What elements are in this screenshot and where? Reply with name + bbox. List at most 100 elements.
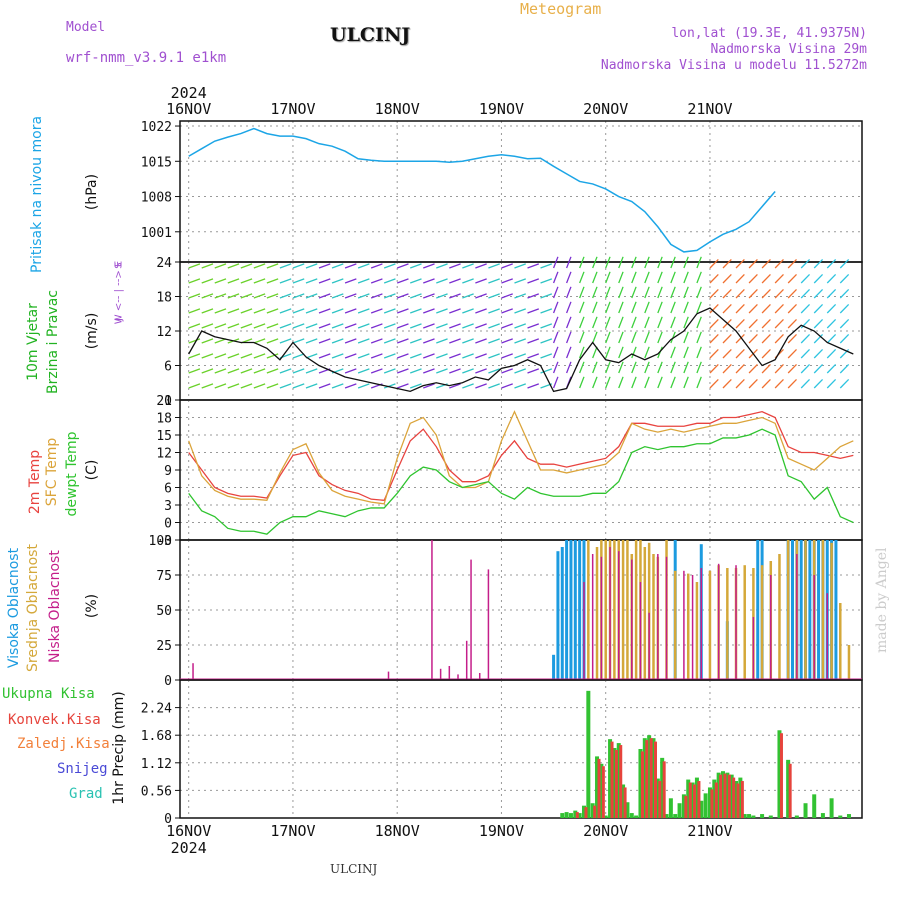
- wind-arrow: [579, 301, 585, 314]
- bottom-day-label: 16NOV: [166, 822, 211, 840]
- wind-arrow: [722, 348, 732, 359]
- precip-bar: [621, 784, 626, 818]
- cloud-bar: [583, 582, 585, 680]
- wind-arrow: [344, 368, 357, 374]
- precip-bar: [677, 803, 682, 818]
- wind-arrow: [800, 273, 811, 284]
- y-tick-label: 75: [156, 569, 172, 584]
- wind-arrow: [735, 333, 745, 344]
- y-tick-label: 6: [164, 360, 172, 375]
- precip-bar: [710, 789, 714, 818]
- wind-arrow: [670, 286, 676, 299]
- precip-bar: [568, 813, 573, 818]
- wind-arrow: [800, 378, 811, 389]
- wind-arrow: [396, 383, 409, 389]
- wind-arrow: [488, 263, 500, 269]
- wind-arrow: [800, 348, 811, 359]
- precip-bar: [734, 781, 739, 818]
- wind-arrow: [696, 331, 702, 344]
- wind-arrow: [696, 256, 702, 269]
- wind-arrow: [800, 333, 811, 344]
- y-tick-label: 1015: [141, 155, 172, 170]
- wind-arrow: [253, 338, 266, 344]
- wind-arrow: [423, 338, 435, 344]
- y-tick-label: 0.56: [141, 784, 172, 799]
- wind-arrow: [240, 368, 253, 374]
- wind-arrow: [592, 361, 598, 374]
- precip-bar: [779, 733, 783, 818]
- y-tick-label: 25: [156, 639, 172, 654]
- precip-bar: [681, 794, 686, 818]
- wind-arrow: [292, 278, 305, 284]
- bottom-day-label: 21NOV: [687, 822, 732, 840]
- wind-arrow: [644, 331, 650, 344]
- wind-arrow: [396, 278, 409, 284]
- wind-arrow: [423, 308, 435, 314]
- cloud-bar: [830, 542, 833, 680]
- wind-arrow: [566, 301, 572, 314]
- wind-arrow: [501, 368, 513, 374]
- wind-label-line2: Brzina i Pravac: [45, 290, 61, 394]
- cloud-bar: [796, 554, 798, 680]
- precip-bar: [653, 741, 657, 818]
- wind-arrow: [488, 293, 500, 299]
- wind-arrow: [488, 323, 500, 329]
- precip-bar: [751, 815, 756, 818]
- wind-arrow: [214, 338, 227, 344]
- cloud-bar: [631, 559, 633, 680]
- precip-bar: [660, 757, 665, 818]
- precip-bar: [651, 738, 656, 818]
- y-tick-label: 18: [156, 291, 172, 306]
- cloud-bar: [465, 640, 468, 680]
- wind-arrow: [266, 308, 279, 314]
- y-tick-label: 100: [149, 534, 172, 549]
- wind-arrow: [331, 323, 344, 329]
- wind-arrow: [696, 316, 702, 329]
- wind-arrow: [266, 293, 279, 299]
- wind-arrow: [527, 353, 540, 359]
- wind-arrow: [488, 368, 500, 374]
- wind-arrow: [787, 363, 797, 374]
- wind-arrow: [488, 308, 500, 314]
- cloud-bar: [556, 551, 560, 680]
- precip-bar: [768, 815, 773, 818]
- wind-arrow: [826, 378, 837, 389]
- cloud-bar: [717, 563, 720, 680]
- wind-arrow: [318, 338, 331, 344]
- wind-arrow: [266, 368, 279, 374]
- wind-arrow: [657, 361, 663, 374]
- wind-arrow: [709, 363, 719, 374]
- wind-arrow: [813, 363, 824, 374]
- wind-arrow: [305, 323, 318, 329]
- precip-bar: [623, 787, 627, 818]
- mid-cloud-label: Srednja Oblacnost: [25, 544, 41, 672]
- wind-arrow: [436, 338, 448, 344]
- y-tick-label: 1.12: [141, 757, 172, 772]
- precip-bar: [603, 815, 608, 818]
- wind-arrow: [488, 383, 500, 389]
- wind-arrow: [800, 288, 811, 299]
- wind-arrow: [592, 286, 598, 299]
- precip-bar: [684, 795, 688, 818]
- wind-arrow: [279, 323, 292, 329]
- wind-arrow: [839, 258, 850, 269]
- wind-unit-label: (m/s): [84, 312, 100, 350]
- wind-arrow: [787, 378, 797, 389]
- precip-bar: [712, 779, 717, 818]
- wind-arrow: [709, 258, 719, 269]
- wind-arrow: [631, 331, 637, 344]
- y-tick-label: 0: [164, 394, 172, 409]
- precip-bar: [560, 813, 565, 818]
- wind-arrow: [813, 273, 824, 284]
- wind-arrow: [292, 353, 305, 359]
- top-day-label: 17NOV: [270, 100, 315, 118]
- cloud-bar: [683, 570, 685, 680]
- wind-arrow: [501, 293, 513, 299]
- wind-arrow: [331, 383, 344, 389]
- precip-bar: [590, 803, 595, 818]
- wind-arrow: [527, 263, 540, 269]
- wind-arrow: [605, 346, 611, 359]
- wind-arrow: [253, 293, 266, 299]
- wind-arrow: [514, 353, 526, 359]
- wind-arrow: [540, 353, 553, 359]
